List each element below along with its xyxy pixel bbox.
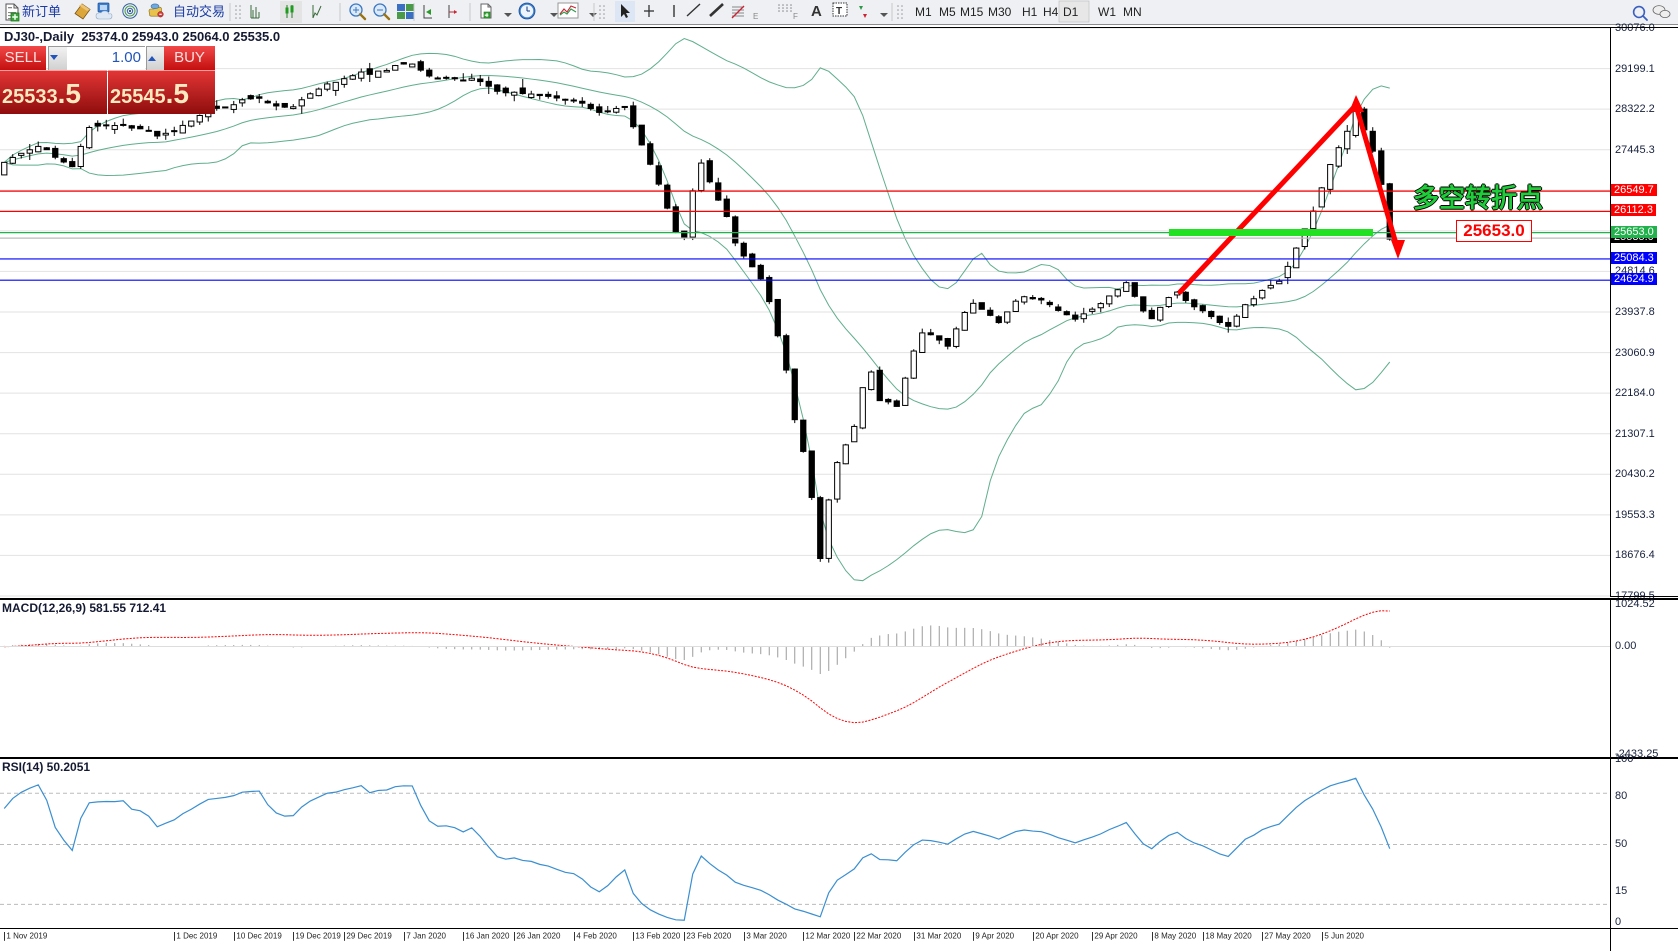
svg-text:W1: W1 [1098,5,1116,19]
svg-text:E: E [753,12,758,21]
svg-text:新订单: 新订单 [22,4,61,19]
svg-text:自动交易: 自动交易 [173,4,225,19]
svg-text:M30: M30 [988,5,1012,19]
svg-text:MN: MN [1123,5,1142,19]
svg-text:M1: M1 [915,5,932,19]
svg-text:H1: H1 [1022,5,1038,19]
svg-text:A: A [811,3,822,20]
svg-text:H4: H4 [1043,5,1059,19]
svg-text:T: T [836,6,842,17]
svg-text:M5: M5 [939,5,956,19]
svg-text:D1: D1 [1063,5,1079,19]
svg-text:F: F [793,12,798,21]
svg-text:M15: M15 [960,5,984,19]
